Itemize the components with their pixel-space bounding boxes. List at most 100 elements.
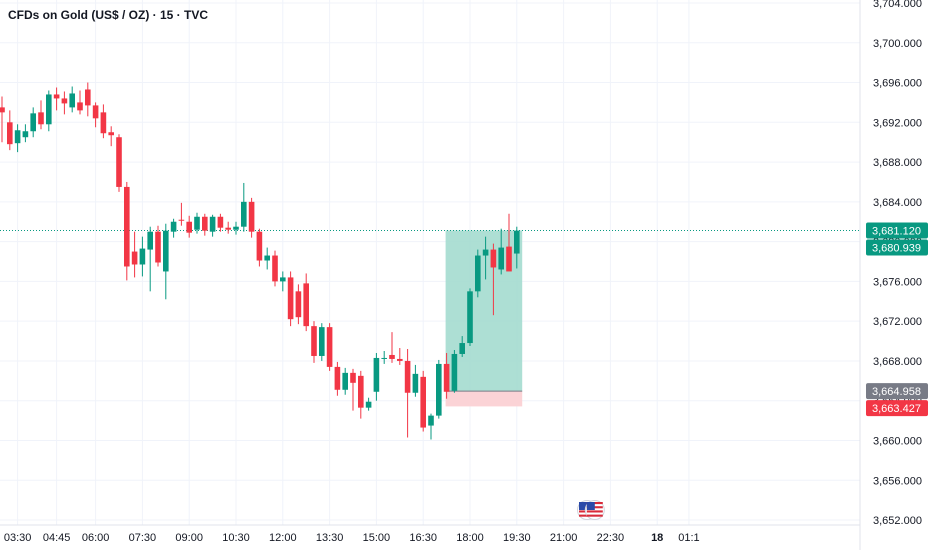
position-stop-zone[interactable] xyxy=(445,391,523,407)
candle-body[interactable] xyxy=(365,401,372,408)
time-axis-label: 07:30 xyxy=(129,532,157,544)
candle-body[interactable] xyxy=(7,122,13,145)
price-axis-label: 3,700.000 xyxy=(873,38,922,50)
candle-body[interactable] xyxy=(280,277,286,282)
price-axis-label: 3,692.000 xyxy=(873,117,922,129)
time-axis-label: 18 xyxy=(651,532,663,544)
price-badge xyxy=(866,239,928,256)
candle-body[interactable] xyxy=(311,326,317,356)
price-badge xyxy=(866,222,928,239)
candle-body[interactable] xyxy=(373,357,380,392)
candle-body[interactable] xyxy=(38,112,44,125)
candle-body[interactable] xyxy=(124,186,130,267)
price-badge-label: 3,663.427 xyxy=(872,403,921,415)
candle-body[interactable] xyxy=(194,216,200,230)
time-axis-label: 09:00 xyxy=(175,532,203,544)
price-badge xyxy=(866,400,928,417)
candle-body[interactable] xyxy=(459,343,465,354)
candle-body[interactable] xyxy=(334,366,341,390)
candle-body[interactable] xyxy=(139,248,146,265)
candle-body[interactable] xyxy=(225,227,231,230)
candle-body[interactable] xyxy=(46,94,52,125)
candle-body[interactable] xyxy=(209,216,216,232)
candle-body[interactable] xyxy=(389,354,395,359)
price-badge-label: 3,664.958 xyxy=(872,386,921,398)
time-axis-label: 12:00 xyxy=(269,532,297,544)
time-axis-label: 03:30 xyxy=(4,532,32,544)
candle-body[interactable] xyxy=(30,113,36,132)
time-axis-label: 22:30 xyxy=(597,532,625,544)
candle-body[interactable] xyxy=(506,246,512,272)
us-flag-icon[interactable] xyxy=(584,500,605,520)
time-axis-label: 21:00 xyxy=(550,532,578,544)
candle-body[interactable] xyxy=(475,255,481,292)
candle-body[interactable] xyxy=(92,105,99,119)
candle-body[interactable] xyxy=(287,277,294,320)
candle-body[interactable] xyxy=(155,231,161,263)
price-axis-label: 3,688.000 xyxy=(873,157,922,169)
candle-body[interactable] xyxy=(22,131,29,138)
candle-body[interactable] xyxy=(53,94,60,99)
candle-body[interactable] xyxy=(428,415,434,426)
candle-body[interactable] xyxy=(61,98,68,104)
candle-body[interactable] xyxy=(0,107,5,113)
candle-body[interactable] xyxy=(264,255,270,261)
candle-body[interactable] xyxy=(248,201,255,232)
candle-body[interactable] xyxy=(498,247,504,270)
price-axis-label: 3,652.000 xyxy=(873,515,922,527)
price-axis-label: 3,672.000 xyxy=(873,316,922,328)
candle-body[interactable] xyxy=(412,373,419,393)
candle-body[interactable] xyxy=(358,375,364,408)
candle-body[interactable] xyxy=(295,291,302,318)
candle-body[interactable] xyxy=(490,249,497,268)
candle-body[interactable] xyxy=(443,363,450,392)
time-axis-label: 10:30 xyxy=(222,532,250,544)
time-axis-label: 16:30 xyxy=(409,532,437,544)
candle-body[interactable] xyxy=(350,372,356,383)
candle-body[interactable] xyxy=(69,93,75,108)
candle-body[interactable] xyxy=(186,221,192,233)
candle-body[interactable] xyxy=(163,230,169,272)
candle-body[interactable] xyxy=(436,363,442,416)
candle-body[interactable] xyxy=(256,231,263,261)
candle-body[interactable] xyxy=(147,231,153,250)
candle-body[interactable] xyxy=(85,89,91,106)
candle-body[interactable] xyxy=(14,130,21,144)
chart-title: CFDs on Gold (US$ / OZ) · 15 · TVC xyxy=(8,8,209,22)
price-axis-label: 3,660.000 xyxy=(873,435,922,447)
time-axis-label: 06:00 xyxy=(82,532,110,544)
price-badge-label: 3,680.939 xyxy=(872,242,921,254)
candle-body[interactable] xyxy=(100,112,107,134)
candle-body[interactable] xyxy=(404,360,411,393)
candle-body[interactable] xyxy=(233,226,239,230)
price-axis-label: 3,668.000 xyxy=(873,356,922,368)
candle-body[interactable] xyxy=(116,137,122,187)
candle-body[interactable] xyxy=(397,358,403,361)
candle-body[interactable] xyxy=(108,132,114,136)
time-axis-label: 01:1 xyxy=(678,532,699,544)
candle-body[interactable] xyxy=(303,283,309,327)
price-badge xyxy=(866,383,928,400)
candle-body[interactable] xyxy=(326,327,333,367)
candle-body[interactable] xyxy=(131,251,138,265)
candle-body[interactable] xyxy=(514,230,520,254)
price-axis-label: 3,676.000 xyxy=(873,276,922,288)
candle-body[interactable] xyxy=(241,201,247,227)
candle-body[interactable] xyxy=(451,353,458,391)
time-axis-label: 04:45 xyxy=(43,532,71,544)
candle-body[interactable] xyxy=(170,221,177,232)
candle-body[interactable] xyxy=(482,249,489,256)
candle-body[interactable] xyxy=(178,219,185,221)
price-badge-label: 3,681.120 xyxy=(872,225,921,237)
candle-body[interactable] xyxy=(342,372,348,390)
candle-body[interactable] xyxy=(420,376,426,428)
candle-body[interactable] xyxy=(77,102,83,111)
candle-body[interactable] xyxy=(319,327,325,356)
candle-body[interactable] xyxy=(217,216,224,228)
candle-body[interactable] xyxy=(381,357,387,359)
candle-body[interactable] xyxy=(272,255,278,282)
time-axis-label: 13:30 xyxy=(316,532,344,544)
candle-body[interactable] xyxy=(202,216,208,231)
candle-body[interactable] xyxy=(467,291,473,344)
